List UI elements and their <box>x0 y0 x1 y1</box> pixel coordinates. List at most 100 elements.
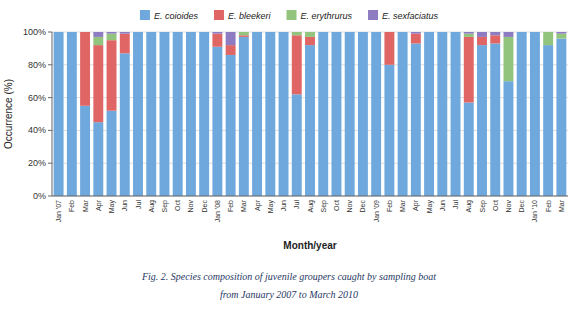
bar-segment <box>54 32 64 33</box>
bar-segment <box>318 32 328 196</box>
bar-segment <box>424 32 434 196</box>
bar-segment <box>199 32 209 33</box>
bar-segment <box>411 43 421 196</box>
bar-segment <box>451 32 461 196</box>
bar-segment <box>226 55 236 196</box>
category-label: Feb <box>545 200 552 212</box>
bar-segment <box>305 32 315 33</box>
bar-segment <box>265 32 275 196</box>
y-axis-line <box>52 32 53 196</box>
bar-segment <box>371 32 381 33</box>
legend-swatch <box>287 10 297 20</box>
background <box>0 0 578 323</box>
bar-segment <box>345 32 355 33</box>
bar-segment <box>437 32 447 33</box>
bar-segment <box>517 32 527 33</box>
tick-mark <box>48 32 52 33</box>
category-label: Dec <box>518 200 525 213</box>
category-label: Nov <box>505 200 512 213</box>
bar-segment <box>384 32 394 33</box>
bar-segment <box>345 32 355 33</box>
category-label: Apr <box>254 199 262 211</box>
category-label: Aug <box>307 200 315 213</box>
caption: Fig. 2. Species composition of juvenile … <box>141 271 436 282</box>
bar-segment <box>239 35 249 37</box>
bar-segment <box>517 32 527 196</box>
bar-segment <box>212 47 222 196</box>
bar-segment <box>504 32 514 37</box>
bar-segment <box>133 32 143 33</box>
category-label: Mar <box>558 199 565 212</box>
bar-segment <box>424 32 434 33</box>
category-label: Oct <box>333 200 340 211</box>
category-label: Apr <box>412 199 420 211</box>
y-axis: 0%20%40%60%80%100% <box>23 27 568 201</box>
category-label: Jan '08 <box>214 200 221 222</box>
bar-segment <box>305 32 315 37</box>
bar-segment <box>437 32 447 33</box>
bar-segment <box>543 32 553 33</box>
bar-segment <box>173 32 183 33</box>
bar-segment <box>199 32 209 196</box>
bar-segment <box>54 32 64 33</box>
bar-segment <box>107 111 117 196</box>
tick-mark <box>48 130 52 131</box>
legend-item: E. coioides <box>140 10 199 21</box>
bar-segment <box>80 106 90 196</box>
bar-segment <box>318 32 328 33</box>
bar-segment <box>411 34 421 44</box>
category-label: Jun <box>121 200 128 211</box>
bar-segment <box>332 32 342 33</box>
bar-segment <box>133 32 143 33</box>
bar-segment <box>292 35 302 94</box>
bar-segment <box>504 81 514 196</box>
bar-segment <box>186 32 196 33</box>
bar-segment <box>212 32 222 34</box>
bar-segment <box>80 32 90 33</box>
tick-mark <box>48 163 52 164</box>
category-label: Oct <box>492 200 499 211</box>
bar-segment <box>530 32 540 33</box>
category-label: Dec <box>201 200 208 213</box>
bar-segment <box>160 32 170 33</box>
category-label: Feb <box>386 200 393 212</box>
bar-segment <box>464 103 474 196</box>
bar-segment <box>239 37 249 196</box>
bar-segment <box>54 32 64 196</box>
bar-segment <box>160 32 170 33</box>
bar-segment <box>146 32 156 33</box>
bar-segment <box>107 34 117 41</box>
bar-segment <box>292 32 302 35</box>
bar-segment <box>120 53 130 196</box>
bar-segment <box>358 32 368 33</box>
category-label: Sep <box>479 200 487 213</box>
legend-label: E. erythrurus <box>301 11 353 21</box>
bar-segment <box>530 32 540 196</box>
bar-segment <box>490 43 500 196</box>
bar-segment <box>67 32 77 33</box>
bar-segment <box>543 45 553 196</box>
category-label: May <box>267 200 275 214</box>
bars <box>54 32 567 196</box>
bar-segment <box>332 32 342 33</box>
bar-segment <box>186 32 196 33</box>
bar-segment <box>384 32 394 65</box>
bar-segment <box>107 40 117 111</box>
category-label: Mar <box>240 199 247 212</box>
category-label: Nov <box>187 200 194 213</box>
bar-segment <box>133 32 143 196</box>
tick-mark <box>48 64 52 65</box>
bar-segment <box>530 32 540 33</box>
bar-segment <box>279 32 289 33</box>
legend-label: E. coioides <box>154 11 199 21</box>
category-label: Mar <box>82 199 89 212</box>
legend-label: E. bleekeri <box>228 11 272 21</box>
bar-segment <box>67 32 77 33</box>
bar-segment <box>517 32 527 33</box>
bar-segment <box>411 32 421 34</box>
bar-segment <box>146 32 156 33</box>
category-label: Dec <box>359 200 366 213</box>
bar-segment <box>186 32 196 33</box>
bar-segment <box>54 32 64 33</box>
x-axis-title: Month/year <box>283 240 336 251</box>
